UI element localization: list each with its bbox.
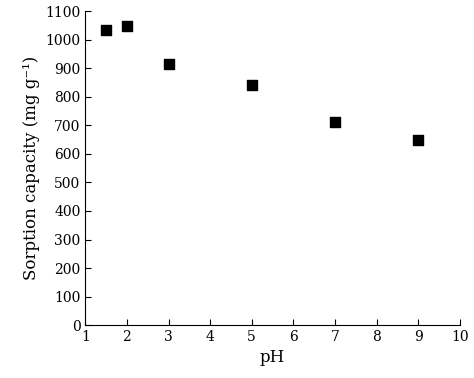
Point <box>123 23 131 29</box>
Point <box>165 61 173 67</box>
Point <box>102 27 110 33</box>
Point <box>248 82 255 88</box>
X-axis label: pH: pH <box>260 350 285 367</box>
Point <box>414 137 422 143</box>
Y-axis label: Sorption capacity (mg g⁻¹): Sorption capacity (mg g⁻¹) <box>23 56 40 280</box>
Point <box>331 119 339 125</box>
